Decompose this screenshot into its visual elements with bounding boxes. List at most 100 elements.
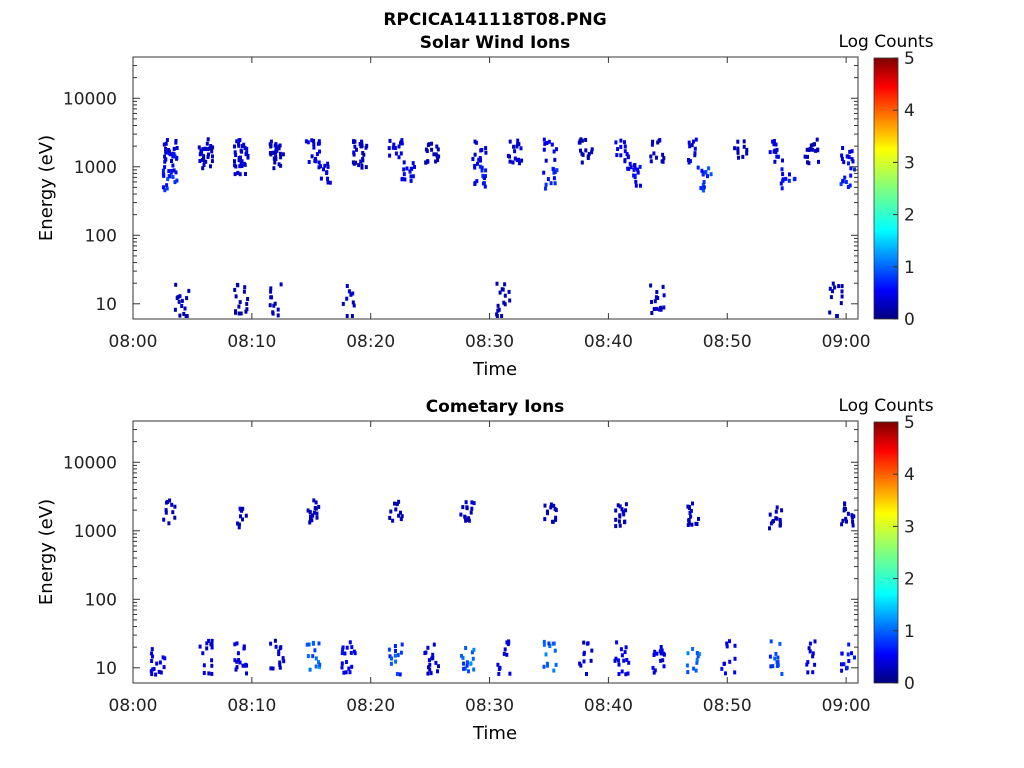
heatmap-cell: [233, 658, 237, 663]
heatmap-cell: [840, 153, 844, 158]
heatmap-cell: [241, 517, 244, 522]
heatmap-cell: [649, 159, 653, 164]
heatmap-cell: [840, 522, 844, 527]
heatmap-cell: [480, 165, 484, 170]
heatmap-cell: [388, 515, 392, 520]
heatmap-cell: [432, 152, 436, 157]
heatmap-cell: [323, 163, 327, 168]
heatmap-cell: [277, 649, 281, 654]
heatmap-cell: [543, 517, 547, 522]
heatmap-cell: [237, 304, 241, 309]
heatmap-cell: [473, 163, 477, 168]
heatmap-cell: [168, 498, 172, 503]
heatmap-cell: [328, 180, 332, 185]
heatmap-cell: [210, 638, 214, 643]
heatmap-cell: [778, 517, 782, 522]
heatmap-cell: [742, 144, 746, 149]
heatmap-cell: [314, 664, 318, 669]
heatmap-cell: [174, 140, 178, 145]
heatmap-cell: [848, 183, 852, 188]
heatmap-cell: [542, 147, 546, 152]
heatmap-cell: [341, 647, 345, 652]
heatmap-cell: [552, 176, 556, 181]
heatmap-cell: [769, 664, 773, 669]
heatmap-cell: [685, 663, 689, 668]
heatmap-cell: [173, 504, 177, 509]
heatmap-cell: [722, 661, 726, 666]
heatmap-cell: [310, 513, 314, 518]
heatmap-cell: [652, 151, 656, 156]
heatmap-cell: [272, 150, 276, 155]
colorbar-top: Log Counts 0 1 2 3 4 5: [838, 32, 933, 330]
x-tick-label: 08:30: [465, 332, 514, 352]
heatmap-cell: [312, 510, 316, 515]
heatmap-cell: [350, 664, 354, 669]
heatmap-cell: [164, 157, 167, 162]
heatmap-cell: [245, 307, 249, 312]
heatmap-cell: [623, 140, 626, 145]
heatmap-cell: [803, 154, 807, 159]
heatmap-cell: [502, 651, 506, 656]
heatmap-cell: [389, 661, 393, 666]
heatmap-cell: [845, 154, 849, 159]
heatmap-cell: [342, 670, 346, 675]
heatmap-cell: [277, 162, 281, 167]
x-tick-label: 09:00: [822, 696, 871, 716]
heatmap-cell: [202, 671, 206, 675]
heatmap-cell: [502, 300, 506, 305]
heatmap-cell: [350, 314, 354, 318]
heatmap-cell: [201, 166, 205, 171]
heatmap-cell: [207, 152, 210, 157]
heatmap-cell: [484, 150, 488, 155]
heatmap-cell: [436, 158, 440, 163]
heatmap-cell: [508, 139, 512, 144]
colorbar-tick-label: 5: [904, 49, 915, 69]
heatmap-cell: [473, 152, 477, 157]
heatmap-cell: [544, 158, 548, 163]
heatmap-cell: [516, 138, 520, 143]
heatmap-cell: [278, 143, 282, 148]
heatmap-cell: [548, 644, 552, 648]
heatmap-cell: [615, 640, 619, 645]
heatmap-cell: [437, 154, 441, 159]
heatmap-cell: [345, 314, 349, 318]
heatmap-cell: [842, 662, 846, 667]
heatmap-cell: [745, 147, 749, 152]
heatmap-cell: [358, 142, 362, 146]
heatmap-cell: [507, 639, 511, 644]
heatmap-cell: [728, 639, 731, 644]
heatmap-cell: [399, 510, 402, 515]
heatmap-cell: [508, 671, 512, 676]
heatmap-cell: [308, 667, 312, 672]
heatmap-cell: [768, 654, 772, 659]
heatmap-cell: [161, 168, 165, 173]
heatmap-cell: [235, 139, 239, 144]
heatmap-cell: [394, 659, 398, 664]
y-tick-label: 10000: [63, 453, 117, 473]
heatmap-cell: [205, 646, 209, 651]
heatmap-cell: [182, 311, 186, 316]
heatmap-cell: [159, 670, 163, 675]
heatmap-cell: [238, 172, 242, 177]
heatmap-cell: [180, 304, 184, 308]
heatmap-cell: [840, 294, 844, 299]
heatmap-cell: [360, 140, 364, 145]
heatmap-cell: [429, 671, 433, 676]
heatmap-cell: [850, 651, 853, 656]
heatmap-cell: [348, 670, 352, 675]
heatmap-cell: [272, 303, 276, 308]
heatmap-cell: [495, 281, 499, 286]
heatmap-cell: [808, 641, 812, 646]
cometary-cells: [149, 498, 856, 677]
heatmap-cell: [693, 146, 697, 151]
heatmap-cell: [436, 147, 440, 152]
heatmap-cell: [546, 663, 549, 668]
heatmap-cell: [184, 314, 188, 318]
heatmap-cell: [780, 508, 784, 513]
heatmap-cell: [623, 519, 627, 524]
heatmap-cell: [238, 138, 242, 143]
heatmap-cell: [554, 662, 558, 667]
x-tick-label: 08:10: [227, 696, 276, 716]
heatmap-cell: [165, 186, 169, 191]
cometary-panel: Cometary Ions 08:00 08:10 08:20 08:30 08:40 0…: [36, 397, 871, 744]
